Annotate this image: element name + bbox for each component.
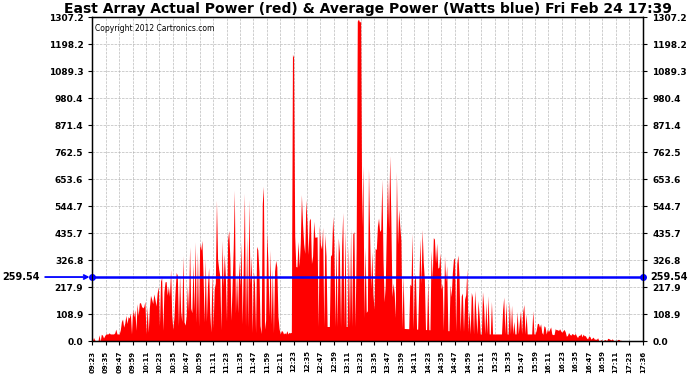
- Text: Copyright 2012 Cartronics.com: Copyright 2012 Cartronics.com: [95, 24, 215, 33]
- Title: East Array Actual Power (red) & Average Power (Watts blue) Fri Feb 24 17:39: East Array Actual Power (red) & Average …: [64, 2, 672, 16]
- Text: 259.54: 259.54: [651, 272, 688, 282]
- Text: 259.54: 259.54: [2, 272, 88, 282]
